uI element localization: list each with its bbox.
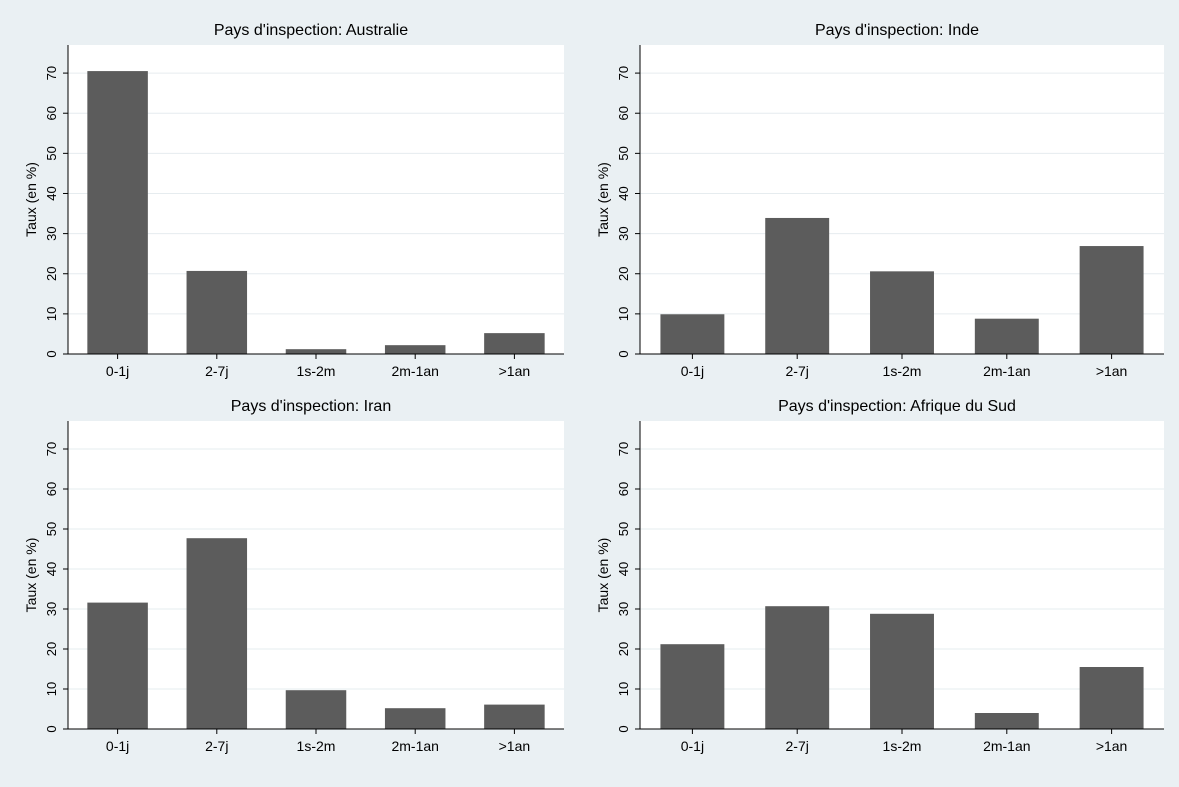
bar-2m1an <box>974 318 1039 354</box>
y-tick-label: 60 <box>616 482 631 496</box>
y-axis-label: Taux (en %) <box>23 162 39 237</box>
x-tick-label: 2m-1an <box>391 738 438 754</box>
bar-1s2m <box>285 349 347 354</box>
chart-panel-4: Pays d'inspection: Afrique du Sud 0 10 20 30… <box>595 398 1164 754</box>
x-tick-label: 2-7j <box>205 363 228 379</box>
y-tick-label: 10 <box>616 307 631 321</box>
y-tick-label: 0 <box>44 725 59 732</box>
y-tick-label: 20 <box>616 642 631 656</box>
bar-1an <box>484 704 545 729</box>
y-tick-label: 60 <box>44 106 59 120</box>
x-tick-label: 1s-2m <box>297 738 336 754</box>
bar-27j <box>765 606 830 729</box>
y-tick-label: 30 <box>44 226 59 240</box>
x-tick-label: >1an <box>499 363 531 379</box>
y-axis-label: Taux (en %) <box>595 162 611 237</box>
y-tick-label: 50 <box>616 146 631 160</box>
x-tick-label: 2m-1an <box>983 363 1030 379</box>
y-tick-label: 20 <box>44 267 59 281</box>
x-tick-label: >1an <box>499 738 531 754</box>
y-tick-label: 0 <box>44 350 59 357</box>
y-axis-label: Taux (en %) <box>595 538 611 613</box>
bar-2m1an <box>384 345 446 354</box>
x-tick-label: 0-1j <box>106 738 129 754</box>
y-tick-label: 20 <box>616 267 631 281</box>
y-tick-label: 50 <box>44 522 59 536</box>
y-tick-label: 70 <box>616 442 631 456</box>
x-tick-label: 0-1j <box>681 738 704 754</box>
x-tick-label: >1an <box>1096 363 1128 379</box>
y-tick-label: 0 <box>616 725 631 732</box>
bar-27j <box>186 270 248 354</box>
x-tick-label: 1s-2m <box>883 363 922 379</box>
bar-1s2m <box>285 690 347 729</box>
bar-1s2m <box>870 271 934 354</box>
bar-1an <box>484 333 545 354</box>
bar-2m1an <box>384 708 446 729</box>
y-tick-label: 60 <box>44 482 59 496</box>
y-tick-label: 50 <box>44 146 59 160</box>
y-tick-label: 10 <box>44 307 59 321</box>
plot-area <box>68 421 564 729</box>
y-tick-label: 70 <box>44 442 59 456</box>
y-axis-label: Taux (en %) <box>23 538 39 613</box>
y-tick-label: 40 <box>44 562 59 576</box>
y-tick-label: 30 <box>616 226 631 240</box>
bar-27j <box>186 538 248 729</box>
bar-2m1an <box>974 713 1039 729</box>
bar-1s2m <box>870 613 934 729</box>
x-tick-label: 1s-2m <box>297 363 336 379</box>
y-tick-label: 60 <box>616 106 631 120</box>
y-tick-label: 30 <box>44 602 59 616</box>
chart-panel-1: Pays d'inspection: Australie 0 10 20 30 40 50 6… <box>23 22 564 379</box>
x-tick-label: 2-7j <box>786 363 809 379</box>
bar-27j <box>765 217 830 354</box>
chart-title: Pays d'inspection: Iran <box>231 398 391 415</box>
x-tick-label: 2-7j <box>786 738 809 754</box>
y-tick-label: 20 <box>44 642 59 656</box>
bar-01j <box>87 71 148 355</box>
y-tick-label: 70 <box>44 66 59 80</box>
y-tick-label: 10 <box>44 682 59 696</box>
x-tick-label: 2-7j <box>205 738 228 754</box>
y-tick-label: 40 <box>44 186 59 200</box>
bar-01j <box>660 644 725 729</box>
chart-panel-2: Pays d'inspection: Inde 0 10 20 30 40 50 60 70 0-… <box>595 22 1164 379</box>
y-tick-label: 70 <box>616 66 631 80</box>
chart-title: Pays d'inspection: Inde <box>815 22 979 39</box>
bar-1an <box>1079 667 1144 729</box>
x-tick-label: 0-1j <box>106 363 129 379</box>
y-tick-label: 30 <box>616 602 631 616</box>
y-tick-label: 40 <box>616 186 631 200</box>
x-tick-label: >1an <box>1096 738 1128 754</box>
x-tick-label: 1s-2m <box>883 738 922 754</box>
y-tick-label: 10 <box>616 682 631 696</box>
bar-01j <box>87 602 148 729</box>
x-tick-label: 2m-1an <box>391 363 438 379</box>
chart-title: Pays d'inspection: Afrique du Sud <box>778 398 1016 415</box>
plot-area <box>68 45 564 354</box>
y-tick-label: 50 <box>616 522 631 536</box>
bar-1an <box>1079 246 1144 354</box>
y-tick-label: 0 <box>616 350 631 357</box>
bar-01j <box>660 314 725 354</box>
chart-title: Pays d'inspection: Australie <box>214 22 408 39</box>
y-tick-label: 40 <box>616 562 631 576</box>
chart-panel-3: Pays d'inspection: Iran 0 10 20 30 40 50 60 70 0-… <box>23 398 564 754</box>
x-tick-label: 0-1j <box>681 363 704 379</box>
x-tick-label: 2m-1an <box>983 738 1030 754</box>
